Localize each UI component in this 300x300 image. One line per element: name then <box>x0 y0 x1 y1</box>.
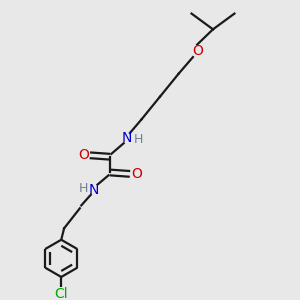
Text: Cl: Cl <box>54 286 68 300</box>
Text: N: N <box>89 183 99 197</box>
Text: O: O <box>192 44 203 58</box>
Text: O: O <box>131 167 142 181</box>
Text: O: O <box>78 148 89 162</box>
Text: H: H <box>79 182 88 195</box>
Text: N: N <box>122 131 132 145</box>
Text: H: H <box>133 133 143 146</box>
